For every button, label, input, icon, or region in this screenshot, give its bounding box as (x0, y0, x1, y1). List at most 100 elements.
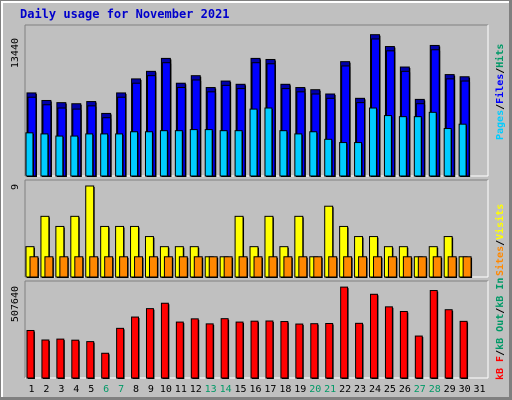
bar-pages-11 (174, 130, 183, 177)
bar-sites-12 (193, 256, 203, 278)
bar-sites-21 (328, 256, 338, 278)
bar-pages-9 (144, 131, 153, 177)
legend-kbytes-part: / (495, 350, 506, 356)
x-tick-label: 8 (133, 384, 139, 395)
bar-pages-7 (115, 133, 124, 177)
bar-sites-10 (163, 256, 173, 278)
bar-kbf-20 (310, 323, 319, 379)
bar-pages-6 (100, 133, 109, 177)
legend-pages-files-hits: Pages/Files/Hits (494, 44, 506, 140)
bar-kbf-13 (205, 323, 214, 379)
bar-sites-25 (387, 256, 397, 278)
bar-sites-20 (313, 256, 323, 278)
bar-kbf-7 (116, 327, 125, 379)
bar-sites-6 (104, 256, 114, 278)
x-tick-label: 3 (58, 384, 64, 395)
bar-sites-1 (29, 256, 39, 278)
bar-kbf-30 (459, 320, 468, 379)
bar-kbf-16 (250, 320, 259, 379)
bar-kbf-24 (370, 293, 378, 379)
bar-pages-12 (189, 129, 198, 177)
bar-pages-5 (85, 133, 94, 177)
bar-pages-2 (40, 133, 49, 177)
bar-kbf-17 (265, 320, 274, 379)
legend-kbytes-part: kB Out (495, 314, 506, 350)
x-tick-label: 4 (73, 384, 79, 395)
legend-sites-visits: Sites/Visits (494, 204, 506, 276)
bar-sites-16 (253, 256, 263, 278)
bar-kbf-4 (71, 339, 80, 379)
bar-pages-27 (413, 116, 422, 177)
legend-kbytes: kB F/kB Out/kB In (495, 278, 506, 380)
bar-kbf-8 (131, 316, 139, 379)
bar-pages-1 (25, 132, 34, 177)
bar-pages-25 (383, 115, 392, 177)
x-tick-label: 30 (459, 384, 471, 395)
x-tick-label: 19 (294, 384, 306, 395)
bar-kbf-11 (175, 321, 184, 379)
bar-sites-11 (178, 256, 188, 278)
x-tick-label: 24 (369, 384, 381, 395)
legend-pages-files-hits-part: / (495, 104, 506, 110)
x-tick-label: 12 (190, 384, 202, 395)
bar-pages-14 (219, 130, 228, 177)
x-tick-label: 20 (309, 384, 321, 395)
x-tick-label: 26 (399, 384, 411, 395)
bar-sites-29 (447, 256, 457, 278)
x-tick-label: 31 (474, 384, 486, 395)
legend-kbytes-part: / (495, 308, 506, 314)
bar-kbf-28 (429, 290, 438, 379)
legend-kbytes-part: kB F (495, 356, 506, 380)
bar-kbf-12 (190, 318, 199, 379)
y-max-label-hits: 13440 (10, 38, 21, 68)
bar-pages-13 (204, 129, 213, 177)
bar-kbf-14 (220, 318, 229, 379)
x-tick-label: 5 (88, 384, 94, 395)
bar-kbf-10 (160, 302, 169, 379)
x-tick-label: 11 (175, 384, 187, 395)
bar-sites-19 (298, 256, 308, 278)
x-tick-label: 17 (264, 384, 276, 395)
legend-sites-visits-part: Sites (494, 246, 506, 276)
legend-sites-visits-part: Visits (494, 204, 506, 240)
x-tick-label: 25 (384, 384, 396, 395)
legend-kbytes-part: kB In (495, 278, 506, 308)
bar-pages-15 (234, 130, 243, 177)
x-tick-label: 2 (43, 384, 49, 395)
bar-pages-10 (159, 130, 168, 177)
bar-pages-4 (70, 135, 79, 177)
bar-kbf-5 (86, 341, 95, 379)
bar-pages-20 (309, 131, 318, 177)
bar-sites-24 (373, 256, 382, 278)
bar-kbf-18 (280, 321, 289, 379)
x-tick-label: 29 (444, 384, 456, 395)
bar-kbf-25 (384, 306, 393, 379)
chart-title: Daily usage for November 2021 (20, 7, 230, 21)
x-tick-label: 6 (103, 384, 109, 395)
bar-pages-8 (130, 131, 138, 177)
x-tick-label: 13 (205, 384, 217, 395)
bar-pages-19 (294, 133, 303, 177)
bar-sites-17 (268, 256, 278, 278)
bar-sites-4 (74, 256, 84, 278)
y-max-label-kb: 507640 (10, 286, 21, 322)
bar-sites-14 (223, 256, 233, 278)
bar-kbf-15 (235, 321, 244, 379)
bar-sites-15 (238, 256, 248, 278)
bar-kbf-22 (340, 286, 349, 379)
bar-kbf-3 (56, 338, 65, 379)
bar-sites-5 (89, 256, 99, 278)
bar-sites-18 (283, 256, 293, 278)
bar-kbf-26 (399, 310, 408, 379)
bar-kbf-23 (355, 322, 364, 379)
bar-pages-23 (354, 142, 363, 177)
bar-sites-8 (134, 256, 143, 278)
x-tick-label: 28 (429, 384, 441, 395)
bar-sites-27 (417, 256, 427, 278)
bar-kbf-29 (444, 309, 453, 379)
x-tick-label: 7 (118, 384, 124, 395)
x-tick-label: 10 (160, 384, 172, 395)
bar-pages-16 (249, 108, 258, 177)
legend-sites-visits-part: / (495, 240, 506, 246)
bar-kbf-2 (41, 339, 50, 379)
